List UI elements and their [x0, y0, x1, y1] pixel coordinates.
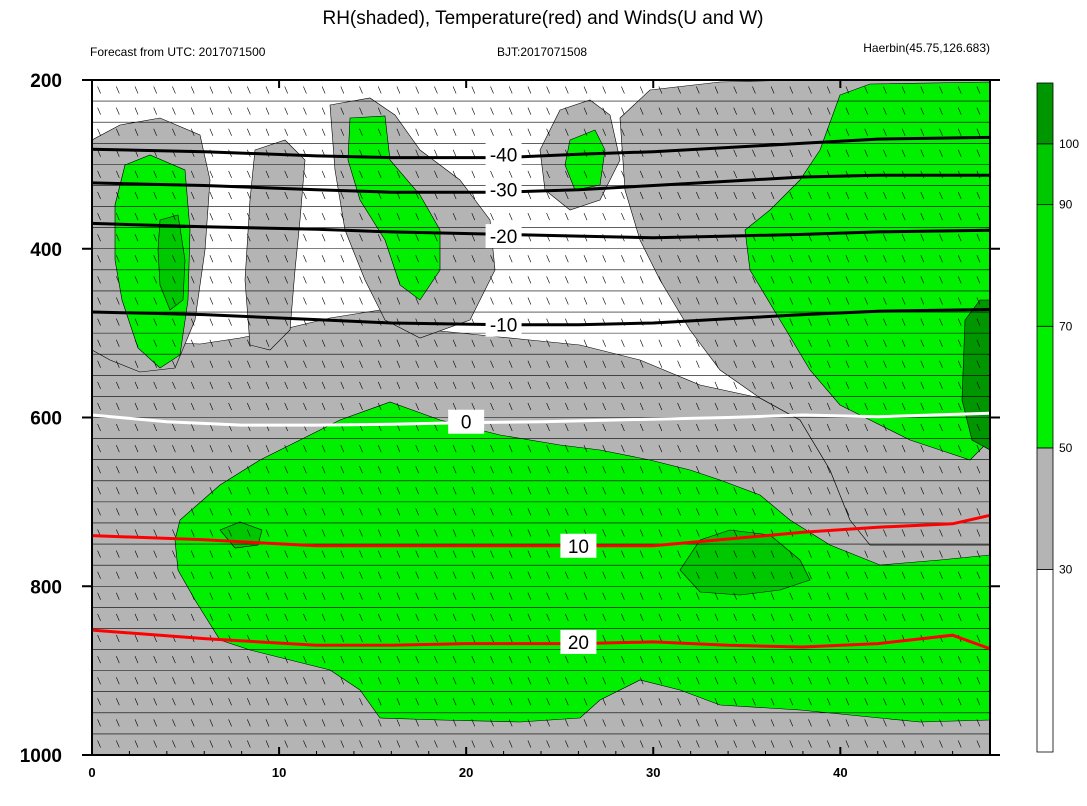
- rh-region-green-dark-2: [679, 529, 811, 596]
- subtitle-forecast-time: Forecast from UTC: 2017071500: [90, 45, 266, 59]
- plot-area: -40 -30 -20 -10 0 10 20: [92, 80, 990, 755]
- contour-label: 10: [568, 537, 589, 558]
- temperature-contour: [92, 221, 990, 240]
- temperature-contour: [92, 513, 990, 548]
- y-tick-label: 1000: [20, 746, 62, 767]
- colorbar-segment: [1036, 204, 1054, 327]
- chart-title: RH(shaded), Temperature(red) and Winds(U…: [322, 8, 763, 29]
- rh-colorbar: 30 50 70 90 100: [1036, 82, 1079, 753]
- y-tick-label: 600: [30, 409, 62, 430]
- subtitle-bjt-time: BJT:2017071508: [497, 45, 587, 59]
- contour-label: -40: [490, 145, 517, 166]
- colorbar-label: 70: [1059, 319, 1073, 333]
- rh-region-green-dark-1: [157, 214, 186, 311]
- contour-label: 20: [568, 633, 589, 654]
- colorbar-segment: [1036, 569, 1054, 753]
- colorbar-segment: [1036, 325, 1054, 449]
- contour-label: -20: [490, 227, 517, 248]
- temperature-contour: [92, 173, 990, 194]
- contour-label: -10: [490, 316, 517, 337]
- y-tick-label: 400: [30, 240, 62, 261]
- temperature-contour: [92, 308, 990, 327]
- contour-label-box: [560, 533, 597, 558]
- temperature-contours: -40 -30 -20 -10 0 10 20: [92, 135, 990, 654]
- colorbar-segment: [1036, 447, 1054, 570]
- colorbar-label: 100: [1059, 137, 1079, 151]
- rh-region-green-big: [174, 401, 990, 723]
- contour-label-box: [485, 177, 522, 202]
- x-tick-label: 30: [646, 765, 660, 780]
- subtitle-station: Haerbin(45.75,126.683): [863, 41, 990, 55]
- contour-label: -30: [490, 181, 517, 202]
- x-tick-label: 20: [459, 765, 473, 780]
- colorbar-label: 90: [1059, 198, 1073, 212]
- contour-label-box: [485, 312, 522, 337]
- rh-region-green-2: [347, 115, 441, 301]
- contour-label-box: [560, 629, 597, 654]
- colorbar-segment: [1036, 143, 1054, 206]
- x-tick-label: 10: [272, 765, 286, 780]
- x-tick-label: 40: [833, 765, 847, 780]
- contour-label: 0: [461, 413, 472, 434]
- y-tick-label: 200: [30, 71, 62, 92]
- x-tick-label: 0: [88, 765, 95, 780]
- pressure-grid: [92, 100, 990, 735]
- contour-label-box: [485, 142, 522, 167]
- contour-label-box: [485, 224, 522, 249]
- temperature-contour: [92, 135, 990, 160]
- y-tick-label: 800: [30, 577, 62, 598]
- temperature-contour: [92, 628, 990, 651]
- colorbar-label: 30: [1059, 563, 1073, 577]
- contour-label-box: [448, 409, 485, 434]
- rh-region-grey-upper-2: [244, 139, 306, 351]
- colorbar-segment: [1036, 82, 1054, 145]
- colorbar-label: 50: [1059, 441, 1073, 455]
- rh-region-green-3: [564, 129, 606, 191]
- temperature-contour: [92, 411, 990, 427]
